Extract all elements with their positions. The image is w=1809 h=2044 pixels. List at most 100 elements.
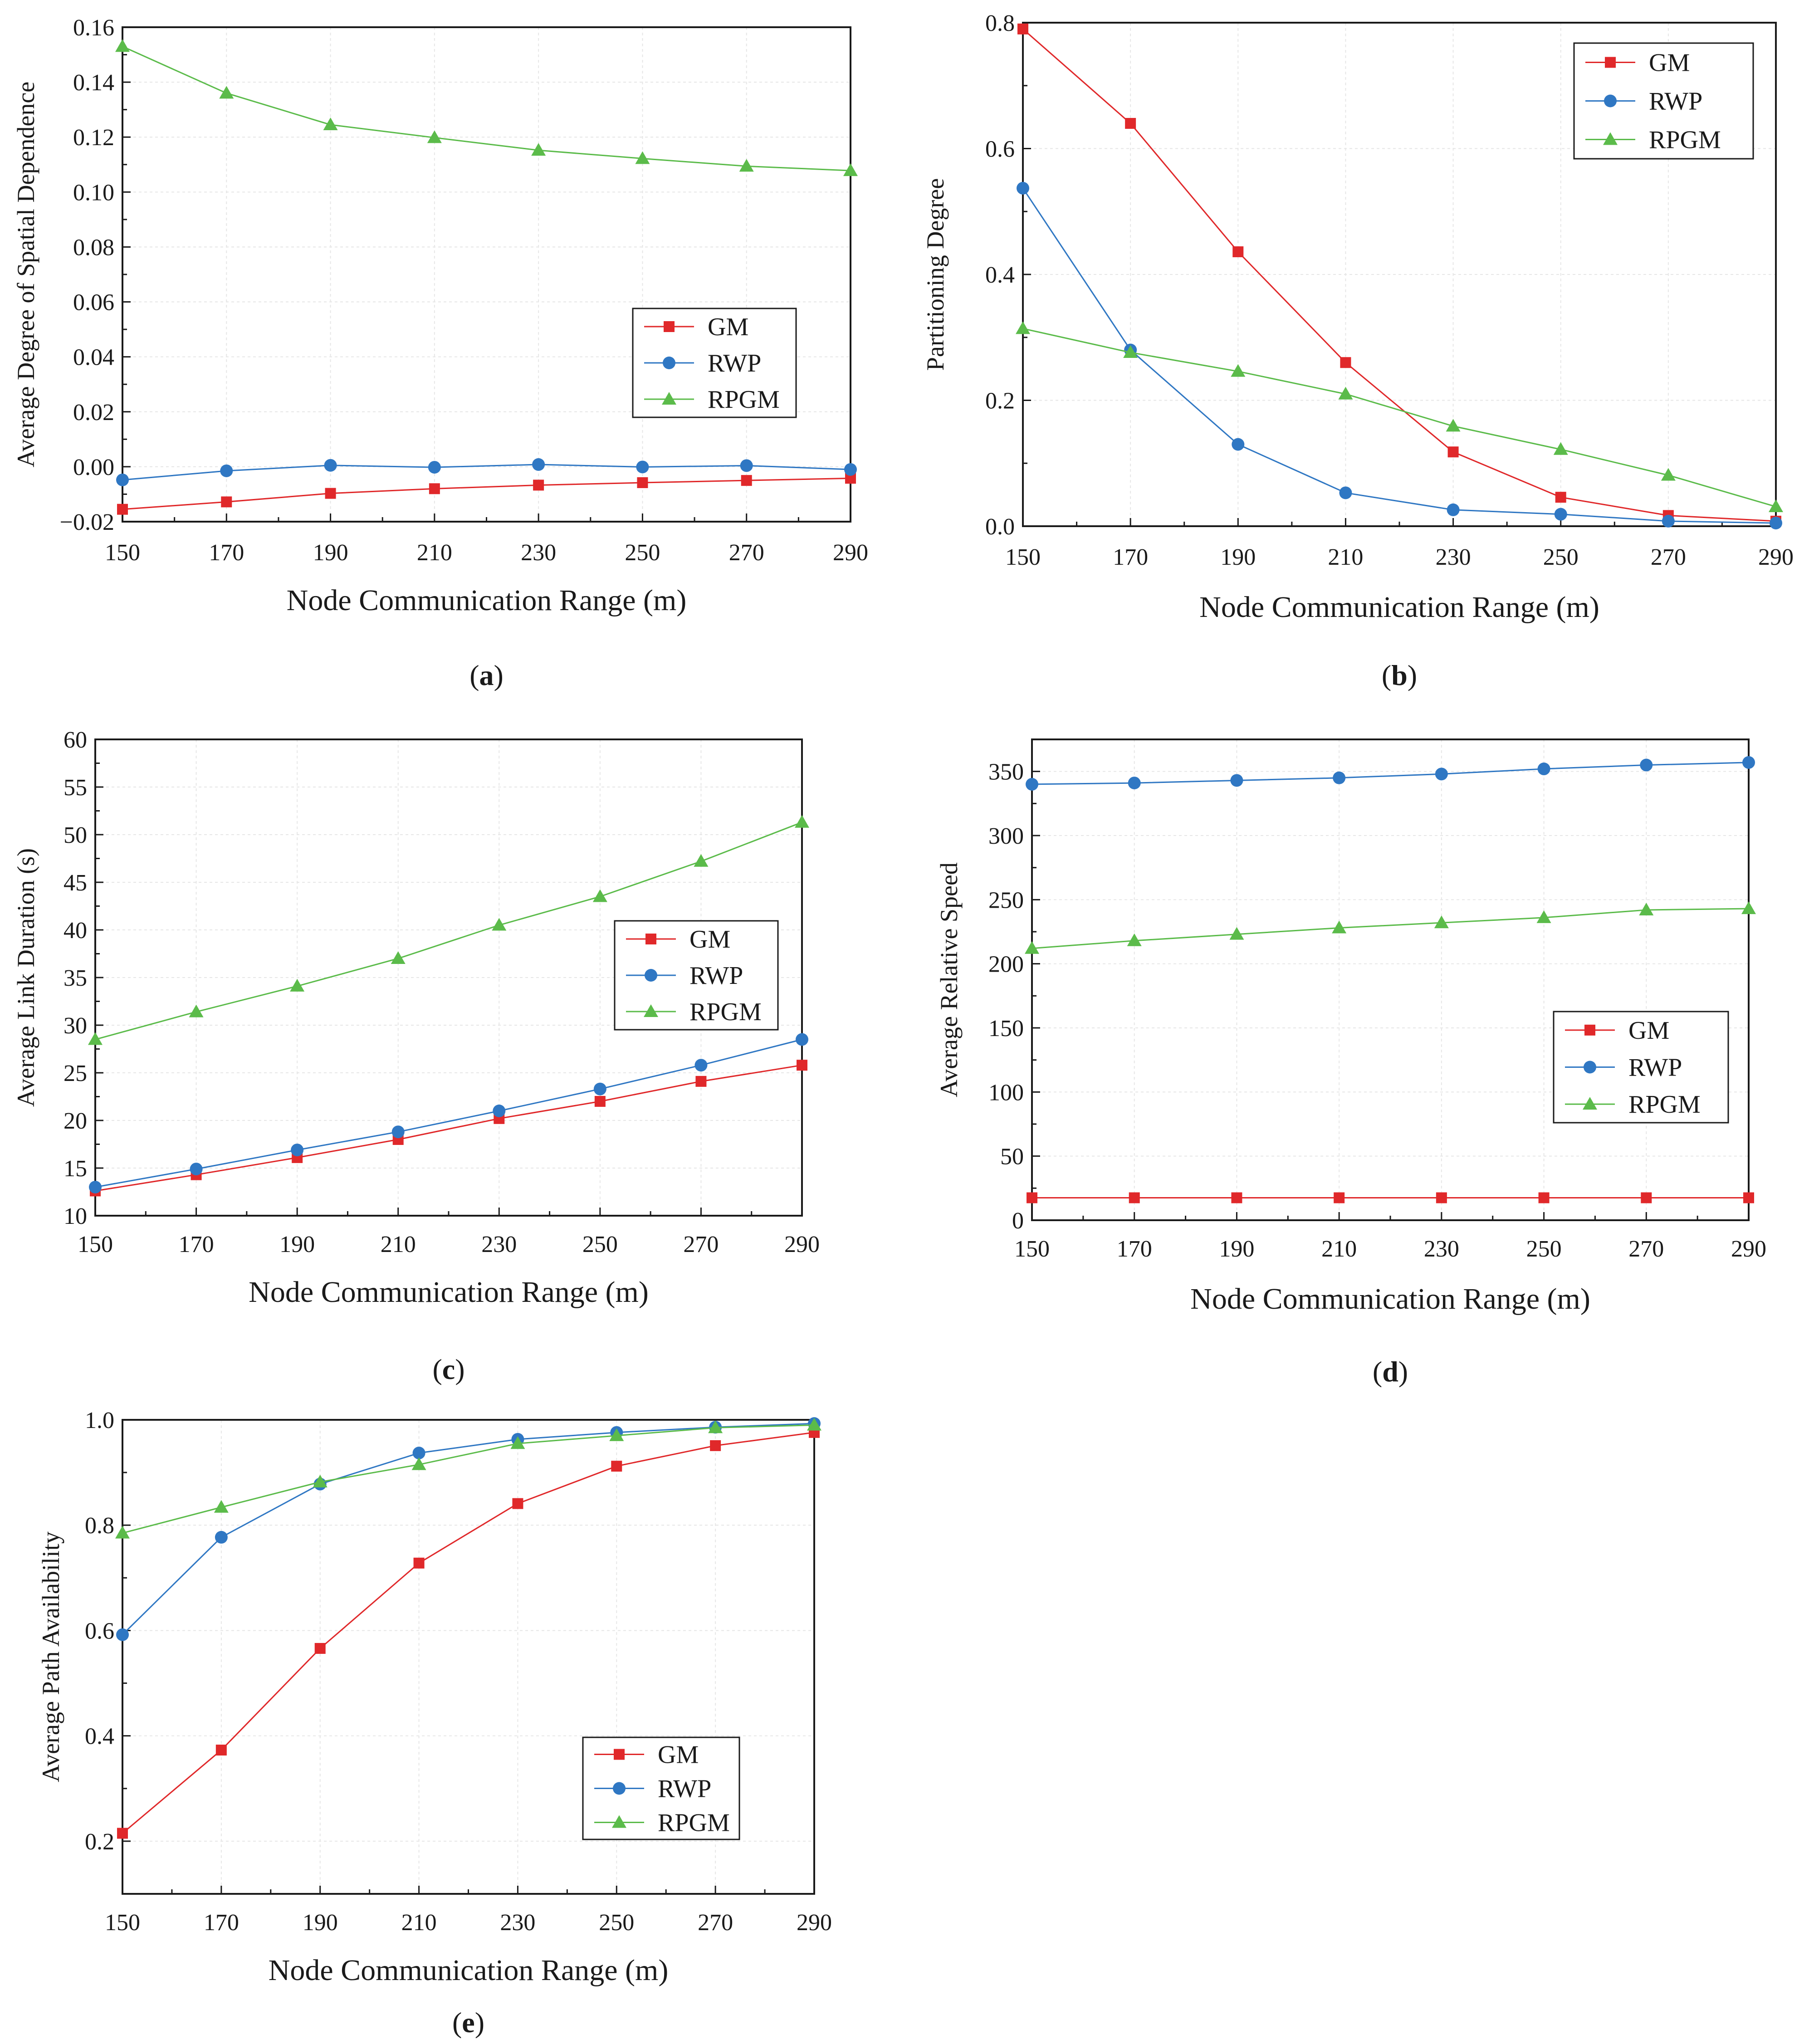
panel-caption: (a) [469,659,504,691]
x-tick-label: 290 [833,540,868,566]
chart-panel-b: 150 170 190 210 230 250 270 290 0.0 0.2 0.4 0.6 0.8 N… [922,10,1794,691]
data-point-gm [1232,246,1244,258]
y-tick-label: 30 [64,1013,87,1039]
legend: GM RWP RPGM [632,308,797,418]
data-point-gm [512,1498,523,1509]
data-point-rwp [1554,508,1567,521]
data-point-rpgm [1231,364,1246,377]
legend-marker-rwp [1584,1061,1596,1074]
data-point-gm [215,1745,227,1756]
y-tick-label: 0.04 [73,345,114,371]
data-point-gm [429,483,440,494]
series-line-rwp [122,1423,815,1635]
x-tick-label: 150 [1014,1236,1050,1262]
series-line-rpgm [1032,908,1749,949]
x-tick-label: 150 [78,1232,113,1257]
legend-label-gm: GM [1649,49,1690,77]
data-point-gm [741,475,752,486]
data-point-gm [413,1557,425,1569]
y-tick-label: 0.00 [73,455,114,480]
y-tick-label: 0.2 [85,1829,114,1855]
x-axis-title: Node Communication Range (m) [269,1954,669,1987]
data-point-rpgm [1661,468,1676,481]
y-tick-label: 100 [988,1080,1024,1105]
x-tick-label: 170 [209,540,244,566]
legend-marker-rwp [1604,94,1617,108]
y-axis-title: Average Degree of Spatial Dependence [12,82,39,468]
data-point-rwp [1435,768,1448,781]
data-point-gm [1641,1192,1652,1203]
data-point-rwp [532,458,545,471]
y-tick-label: 10 [64,1203,87,1229]
x-tick-label: 150 [105,1910,140,1936]
data-point-rwp [190,1163,203,1176]
data-point-rwp [1230,774,1243,787]
data-point-rpgm [843,163,858,176]
data-point-rpgm [411,1457,426,1470]
data-point-gm [797,1060,807,1071]
x-tick-label: 250 [1526,1236,1562,1262]
data-point-rpgm [1639,902,1654,915]
x-tick-label: 190 [1220,544,1256,570]
data-point-rpgm [592,889,607,902]
legend-label-rpgm: RPGM [708,386,780,414]
x-tick-label: 230 [1436,544,1471,570]
x-tick-label: 230 [481,1232,517,1257]
y-tick-label: 0.4 [85,1724,114,1750]
legend-label-rwp: RWP [1649,88,1702,116]
data-point-gm [1334,1192,1345,1203]
x-tick-label: 290 [784,1232,820,1257]
data-point-rpgm [1553,442,1568,455]
x-axis-title: Node Communication Range (m) [249,1276,649,1309]
data-point-rpgm [219,86,234,99]
legend-marker-rpgm [1583,1097,1597,1110]
y-tick-label: 50 [1000,1144,1024,1170]
data-point-rpgm [214,1500,229,1513]
panel-caption: (c) [432,1353,464,1385]
series-line-rwp [1022,188,1776,524]
y-tick-label: 0.08 [73,235,114,260]
y-tick-label: 0.06 [73,290,114,316]
x-tick-label: 190 [303,1910,338,1936]
y-tick-label: 350 [988,759,1024,785]
data-point-rpgm [1123,345,1138,358]
data-point-rwp [428,461,441,474]
legend-label-gm: GM [1628,1017,1669,1045]
x-tick-label: 190 [279,1232,315,1257]
x-tick-label: 290 [1731,1236,1766,1262]
y-tick-label: 0.0 [985,514,1015,540]
data-point-rwp [291,1144,304,1157]
data-point-gm [1340,357,1351,368]
x-tick-label: 270 [698,1910,733,1936]
panel-caption: (d) [1373,1355,1408,1388]
data-point-rpgm [694,854,709,867]
data-point-rpgm [609,1428,624,1441]
data-point-rpgm [290,978,305,992]
x-tick-label: 210 [1328,544,1363,570]
y-tick-label: 0.12 [73,125,114,151]
y-tick-label: 60 [64,727,87,753]
x-axis-title: Node Communication Range (m) [1190,1282,1590,1315]
x-tick-label: 250 [582,1232,618,1257]
data-point-rpgm [1434,915,1449,929]
legend-marker-rwp [645,969,657,982]
chart-panel-c: 150 170 190 210 230 250 270 290 10 15 20 25 30 35 40 45… [12,727,820,1385]
data-point-gm [594,1096,606,1107]
y-tick-label: 40 [64,918,87,944]
series-line-gm [1022,28,1776,522]
x-tick-label: 270 [683,1232,719,1257]
data-point-rpgm [1446,419,1461,432]
data-point-rwp [1128,777,1141,790]
x-tick-label: 230 [521,540,556,566]
panel-caption: (b) [1382,659,1417,691]
x-tick-label: 170 [1113,544,1148,570]
data-point-gm [117,504,128,515]
data-point-rwp [220,464,233,477]
data-point-rpgm [1016,321,1030,334]
y-tick-label: 55 [64,775,87,801]
y-tick-label: 0.16 [73,15,114,41]
legend: GM RWP RPGM [582,1736,740,1840]
data-point-rwp [694,1059,708,1072]
x-tick-label: 170 [204,1910,239,1936]
